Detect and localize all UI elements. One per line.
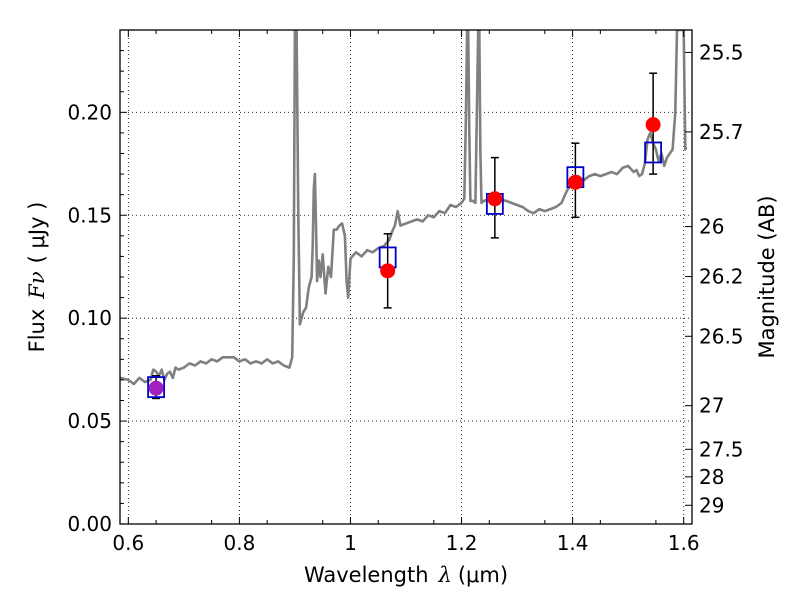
model-photometry-square [644, 141, 663, 164]
magnitude-axis: 25.5 25.7 26 26.2 26.5 27 27.5 28 29 [685, 40, 744, 517]
mag-tick-label: 26.5 [699, 324, 744, 348]
series-layer [120, 30, 688, 400]
y-tick-label: 0.10 [67, 306, 112, 330]
spectrum-line [120, 30, 688, 386]
flux-point [148, 380, 164, 396]
mag-tick-label: 27.5 [699, 437, 744, 461]
x-tick-label: 1.2 [446, 531, 478, 555]
x-tick-label: 0.8 [223, 531, 255, 555]
mag-tick-label: 26 [699, 215, 724, 239]
model-photometry-square [147, 376, 165, 399]
x-axis: 0.6 0.8 1 1.2 1.4 1.6 [112, 30, 700, 555]
y2-axis-title: Magnitude (AB) [755, 195, 779, 358]
y-axis-title: FluxFν( μJy ) [25, 202, 49, 353]
plot-area [120, 30, 688, 400]
mag-tick-label: 29 [699, 493, 724, 517]
y-tick-label: 0.20 [67, 100, 112, 124]
mag-tick-label: 28 [699, 465, 724, 489]
y-tick-label: 0.15 [67, 203, 112, 227]
y-axis: 0.00 0.05 0.10 0.15 0.20 [67, 50, 127, 536]
flux-point [380, 263, 396, 279]
x-tick-label: 1.6 [668, 531, 700, 555]
mag-tick-label: 25.7 [699, 120, 744, 144]
x-tick-label: 1 [344, 531, 357, 555]
grid-lines [120, 30, 692, 524]
x-tick-label: 0.6 [112, 531, 144, 555]
flux-point [645, 117, 661, 133]
x-tick-label: 1.4 [557, 531, 589, 555]
x-axis-title: Wavelength λ (μm) [304, 563, 508, 587]
mag-tick-label: 26.2 [699, 265, 744, 289]
mag-tick-label: 25.5 [699, 40, 744, 64]
flux-point [567, 174, 583, 190]
y-tick-label: 0.05 [67, 409, 112, 433]
y-tick-label: 0.00 [67, 512, 112, 536]
flux-point [487, 191, 503, 207]
mag-tick-label: 27 [699, 394, 724, 418]
